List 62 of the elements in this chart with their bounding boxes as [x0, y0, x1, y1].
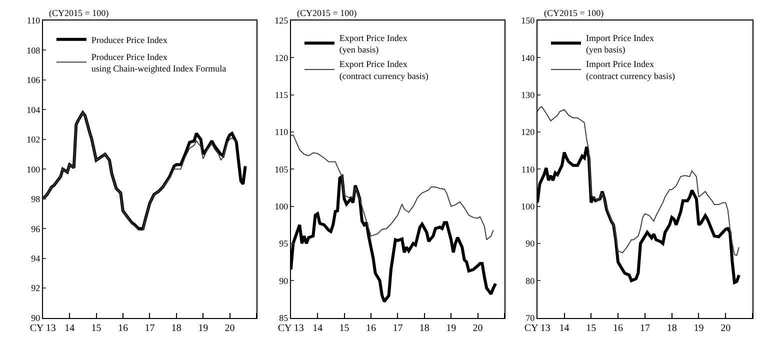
x-tick-label: 18 [419, 322, 430, 334]
y-tick-label: 120 [521, 127, 536, 138]
legend-label: Import Price Index (contract currency basis) [586, 59, 675, 81]
legend-label: Export Price Index (contract currency basis) [339, 59, 428, 81]
x-tick-label: 20 [720, 322, 731, 334]
y-tick-label: 125 [274, 16, 289, 26]
y-tick-label: 100 [521, 201, 536, 212]
x-tick-label: CY 13 [524, 322, 550, 334]
y-tick-label: 94 [31, 253, 41, 264]
x-tick-label: 19 [446, 322, 456, 334]
x-tick-label: 16 [366, 322, 376, 334]
y-tick-label: 100 [26, 164, 41, 174]
y-tick-label: 104 [26, 104, 41, 115]
y-tick-label: 150 [521, 16, 536, 26]
legend-label: Import Price Index (yen basis) [586, 32, 654, 54]
y-axis-title: (CY2015 = 100) [49, 8, 109, 18]
x-tick-label: 15 [91, 322, 102, 334]
x-tick-label: 17 [144, 322, 155, 334]
x-tick-label: 15 [586, 322, 596, 334]
x-tick-label: 18 [171, 322, 182, 334]
y-tick-label: 102 [26, 134, 40, 145]
y-tick-label: 85 [279, 312, 289, 323]
x-tick-label: CY 13 [30, 322, 56, 334]
legend-label: Producer Price Index [91, 34, 168, 45]
x-tick-label: 18 [666, 322, 677, 334]
x-tick-label: 19 [694, 322, 704, 334]
x-tick-label: CY 13 [278, 322, 304, 334]
legend-label: Producer Price Index using Chain-weighted Index Formula [91, 52, 226, 74]
y-tick-label: 92 [31, 283, 40, 294]
y-tick-label: 90 [279, 276, 289, 286]
y-tick-label: 98 [31, 194, 41, 204]
y-tick-label: 115 [274, 90, 289, 100]
x-tick-label: 16 [118, 322, 128, 334]
y-tick-label: 105 [274, 164, 289, 174]
y-tick-label: 110 [26, 16, 41, 26]
y-tick-label: 110 [521, 164, 536, 174]
y-tick-label: 96 [31, 224, 41, 234]
x-tick-label: 14 [64, 322, 75, 334]
x-tick-label: 14 [559, 322, 570, 334]
y-tick-label: 90 [526, 238, 536, 249]
y-axis-title: (CY2015 = 100) [297, 8, 357, 18]
x-tick-label: 17 [640, 322, 650, 334]
y-tick-label: 90 [31, 312, 41, 323]
x-tick-label: 16 [613, 322, 624, 334]
y-tick-label: 130 [521, 90, 536, 100]
y-tick-label: 108 [26, 45, 41, 56]
x-tick-label: 20 [224, 322, 235, 334]
y-tick-label: 110 [274, 127, 289, 138]
y-tick-label: 106 [26, 75, 41, 86]
y-tick-label: 70 [526, 312, 536, 323]
y-tick-label: 80 [526, 276, 536, 286]
x-tick-label: 14 [312, 322, 323, 334]
x-tick-label: 20 [472, 322, 483, 334]
y-tick-label: 95 [279, 238, 289, 249]
x-tick-label: 17 [392, 322, 403, 334]
y-tick-label: 100 [274, 201, 289, 212]
legend-label: Export Price Index (yen basis) [339, 32, 408, 54]
x-tick-label: 15 [339, 322, 350, 334]
y-tick-label: 120 [274, 52, 289, 63]
y-tick-label: 140 [521, 52, 536, 63]
y-axis-title: (CY2015 = 100) [544, 8, 604, 18]
x-tick-label: 19 [198, 322, 208, 334]
